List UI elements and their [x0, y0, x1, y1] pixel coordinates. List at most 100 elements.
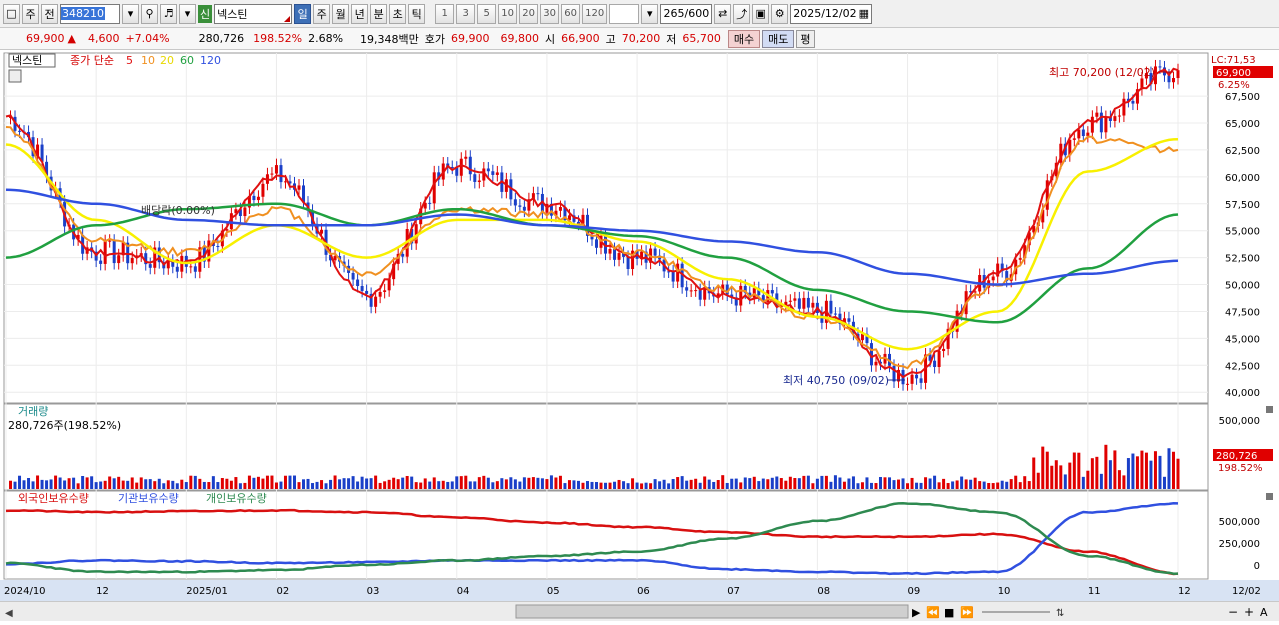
- volume-current-tag-text: 280,726: [1216, 451, 1257, 462]
- legend-name-box[interactable]: [8, 53, 56, 68]
- interval-10[interactable]: 10: [498, 3, 518, 24]
- tf-month[interactable]: 월: [332, 3, 350, 24]
- average-button[interactable]: 평: [796, 29, 815, 48]
- volume-bar: [897, 479, 901, 489]
- buy-button[interactable]: 매수: [727, 29, 761, 48]
- sell-button[interactable]: 매도: [762, 29, 795, 48]
- candle-body: [256, 196, 260, 201]
- bar-count-field[interactable]: 265/600: [660, 3, 713, 24]
- speaker-icon[interactable]: ♬: [160, 3, 177, 24]
- volume-bar: [604, 482, 608, 489]
- candle-body: [247, 195, 251, 208]
- search-icon[interactable]: ⚲: [141, 3, 158, 24]
- chart-area[interactable]: 67,500 65,000 62,500 60,000 57,500 55,000 52,5…: [0, 51, 1279, 601]
- panel-settings-icon[interactable]: [8, 69, 22, 83]
- legend-foreign: 외국인보유수량: [18, 492, 89, 505]
- zoom-tools-icon[interactable]: ⇅: [1056, 608, 1064, 619]
- stock-code-input[interactable]: 348210: [60, 3, 120, 24]
- auto-scale-icon[interactable]: A: [1260, 606, 1268, 619]
- tf-minute[interactable]: 분: [370, 3, 388, 24]
- fast-forward-icon[interactable]: ⏩: [960, 606, 974, 619]
- volume-bar: [536, 477, 540, 489]
- interval-120[interactable]: 120: [582, 3, 608, 24]
- candle-body: [928, 354, 932, 361]
- legend-ma-10: 10: [141, 54, 155, 67]
- low-annotation: 최저 40,750 (09/02): [783, 374, 889, 387]
- interval-20[interactable]: 20: [519, 3, 539, 24]
- volume-bar: [338, 479, 342, 489]
- interval-custom-input[interactable]: [609, 3, 640, 24]
- date-field[interactable]: 2025/12/02 ▦: [790, 3, 873, 24]
- volume-bar: [67, 478, 71, 489]
- volume-bar: [1104, 444, 1108, 489]
- tf-tick[interactable]: 틱: [408, 3, 426, 24]
- volume-bar: [567, 480, 571, 489]
- candle-body: [1122, 98, 1126, 116]
- volume-bar: [888, 477, 892, 489]
- date-value: 2025/12/02: [793, 7, 857, 20]
- volume-bar: [680, 476, 684, 489]
- interval-dropdown-icon[interactable]: ▾: [641, 3, 659, 24]
- interval-3[interactable]: 3: [456, 3, 476, 24]
- volume-bar: [306, 478, 310, 489]
- zoom-out-icon[interactable]: −: [1228, 605, 1238, 619]
- candle-body: [1068, 139, 1072, 156]
- settings-gear-icon[interactable]: ⚙: [771, 3, 789, 24]
- volume-bar: [924, 477, 928, 489]
- bar-count-total: /600: [684, 7, 710, 20]
- tf-week[interactable]: 주: [313, 3, 331, 24]
- volume-bar: [960, 476, 964, 489]
- candle-body: [175, 266, 179, 272]
- candle-body: [491, 171, 495, 175]
- volume-bar: [906, 483, 910, 489]
- interval-60[interactable]: 60: [561, 3, 581, 24]
- zoom-in-icon[interactable]: +: [1244, 605, 1254, 619]
- stop-icon[interactable]: ■: [944, 606, 954, 619]
- save-icon[interactable]: ▣: [752, 3, 770, 24]
- volume-bar: [1045, 451, 1049, 489]
- scroll-left-icon[interactable]: ◀: [5, 608, 13, 619]
- stock-name-field[interactable]: 넥스틴: [214, 3, 293, 24]
- candle-body: [942, 348, 946, 352]
- chart-scrollbar[interactable]: ◀ ▶ ⏪ ■ ⏩ ⇅ − + A: [0, 601, 1279, 621]
- candle-body: [229, 213, 233, 230]
- volume-bar: [698, 482, 702, 489]
- previous-button[interactable]: 전: [41, 3, 58, 24]
- price-y-tick: 42,500: [1225, 361, 1260, 372]
- draw-tool-icon[interactable]: ⤴: [733, 3, 751, 24]
- volume-bar: [775, 476, 779, 489]
- volume-bar: [432, 477, 436, 489]
- compare-icon[interactable]: ⇄: [714, 3, 732, 24]
- volume-bar: [256, 476, 260, 489]
- volume-panel-close-icon[interactable]: [1266, 406, 1273, 413]
- play-icon[interactable]: ▶: [912, 606, 921, 619]
- period-button[interactable]: 주: [22, 3, 39, 24]
- tf-day[interactable]: 일: [294, 3, 312, 24]
- tf-year[interactable]: 년: [351, 3, 369, 24]
- candle-body: [906, 383, 910, 385]
- candle-body: [585, 214, 589, 236]
- ask-price: 69,900: [451, 32, 490, 45]
- interval-30[interactable]: 30: [540, 3, 560, 24]
- legend-ma-5: 5: [126, 54, 133, 67]
- volume-bar: [486, 477, 490, 489]
- legend-ma-title: 종가 단순: [70, 54, 114, 67]
- volume-bar: [901, 478, 905, 489]
- candle-body: [1126, 98, 1130, 101]
- stock-chart[interactable]: 67,500 65,000 62,500 60,000 57,500 55,000 52,5…: [0, 51, 1279, 601]
- code-dropdown-icon[interactable]: ▾: [122, 3, 139, 24]
- interval-5[interactable]: 5: [477, 3, 497, 24]
- calendar-icon[interactable]: ▦: [858, 7, 870, 20]
- volume-bar: [644, 482, 648, 489]
- list-dropdown-icon[interactable]: ▾: [179, 3, 196, 24]
- candle-body: [752, 288, 756, 298]
- tf-second[interactable]: 초: [389, 3, 407, 24]
- volume-bar: [554, 477, 558, 489]
- rewind-icon[interactable]: ⏪: [926, 606, 940, 619]
- holding-panel-close-icon[interactable]: [1266, 493, 1273, 500]
- volume-bar: [811, 483, 815, 489]
- window-icon[interactable]: □: [3, 3, 20, 24]
- scroll-thumb[interactable]: [515, 604, 909, 619]
- volume-bar: [22, 480, 26, 489]
- interval-1[interactable]: 1: [435, 3, 455, 24]
